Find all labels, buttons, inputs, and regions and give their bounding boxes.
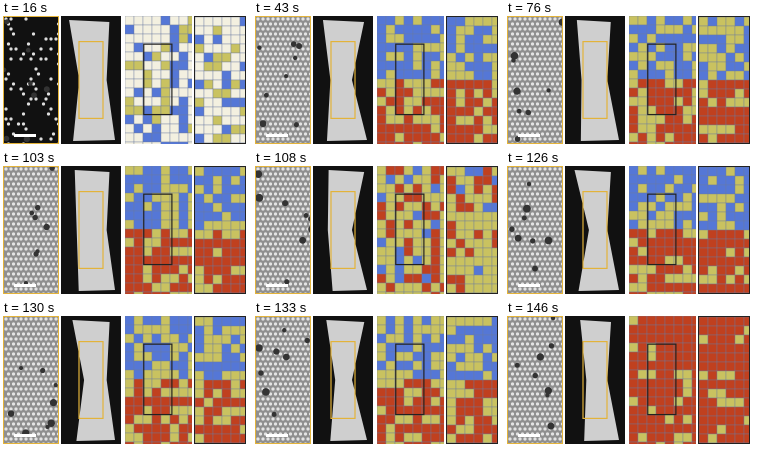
time-panel: t = 16 s <box>0 0 249 145</box>
full-micrograph <box>565 166 625 294</box>
zoomed-voronoi-map <box>446 166 498 294</box>
scale-bar <box>14 434 36 437</box>
scale-bar <box>14 284 36 287</box>
voronoi-map <box>377 16 444 144</box>
voronoi-map <box>629 316 696 444</box>
voronoi-map <box>125 316 192 444</box>
zoomed-voronoi-map <box>194 16 246 144</box>
scale-bar <box>266 284 288 287</box>
zoomed-micrograph <box>3 166 59 294</box>
time-label: t = 76 s <box>508 0 551 15</box>
scale-bar <box>518 434 540 437</box>
voronoi-map <box>377 316 444 444</box>
time-label: t = 146 s <box>508 300 559 315</box>
full-micrograph <box>313 16 373 144</box>
zoomed-micrograph <box>3 16 59 144</box>
time-label: t = 103 s <box>4 150 55 165</box>
zoomed-voronoi-map <box>698 16 750 144</box>
time-panel: t = 130 s <box>0 300 249 445</box>
time-panel: t = 146 s <box>504 300 753 445</box>
time-panel: t = 76 s <box>504 0 753 145</box>
full-micrograph <box>313 166 373 294</box>
time-label: t = 108 s <box>256 150 307 165</box>
scale-bar <box>14 134 36 137</box>
voronoi-map <box>629 16 696 144</box>
time-panel: t = 108 s <box>252 150 501 295</box>
scale-bar <box>266 134 288 137</box>
full-micrograph <box>565 16 625 144</box>
time-label: t = 126 s <box>508 150 559 165</box>
time-panel: t = 103 s <box>0 150 249 295</box>
full-micrograph <box>565 316 625 444</box>
time-label: t = 133 s <box>256 300 307 315</box>
full-micrograph <box>61 166 121 294</box>
time-label: t = 43 s <box>256 0 299 15</box>
full-micrograph <box>313 316 373 444</box>
zoomed-voronoi-map <box>194 316 246 444</box>
zoomed-voronoi-map <box>698 316 750 444</box>
scale-bar <box>518 134 540 137</box>
zoomed-voronoi-map <box>446 316 498 444</box>
zoomed-micrograph <box>507 316 563 444</box>
time-panel: t = 43 s <box>252 0 501 145</box>
zoomed-voronoi-map <box>194 166 246 294</box>
zoomed-voronoi-map <box>446 16 498 144</box>
voronoi-map <box>629 166 696 294</box>
zoomed-micrograph <box>507 166 563 294</box>
voronoi-map <box>125 16 192 144</box>
zoomed-micrograph <box>255 16 311 144</box>
zoomed-micrograph <box>507 16 563 144</box>
voronoi-map <box>125 166 192 294</box>
time-panel: t = 126 s <box>504 150 753 295</box>
zoomed-micrograph <box>255 316 311 444</box>
full-micrograph <box>61 16 121 144</box>
time-label: t = 16 s <box>4 0 47 15</box>
zoomed-voronoi-map <box>698 166 750 294</box>
zoomed-micrograph <box>3 316 59 444</box>
time-label: t = 130 s <box>4 300 55 315</box>
time-panel: t = 133 s <box>252 300 501 445</box>
voronoi-map <box>377 166 444 294</box>
scale-bar <box>266 434 288 437</box>
zoomed-micrograph <box>255 166 311 294</box>
full-micrograph <box>61 316 121 444</box>
scale-bar <box>518 284 540 287</box>
